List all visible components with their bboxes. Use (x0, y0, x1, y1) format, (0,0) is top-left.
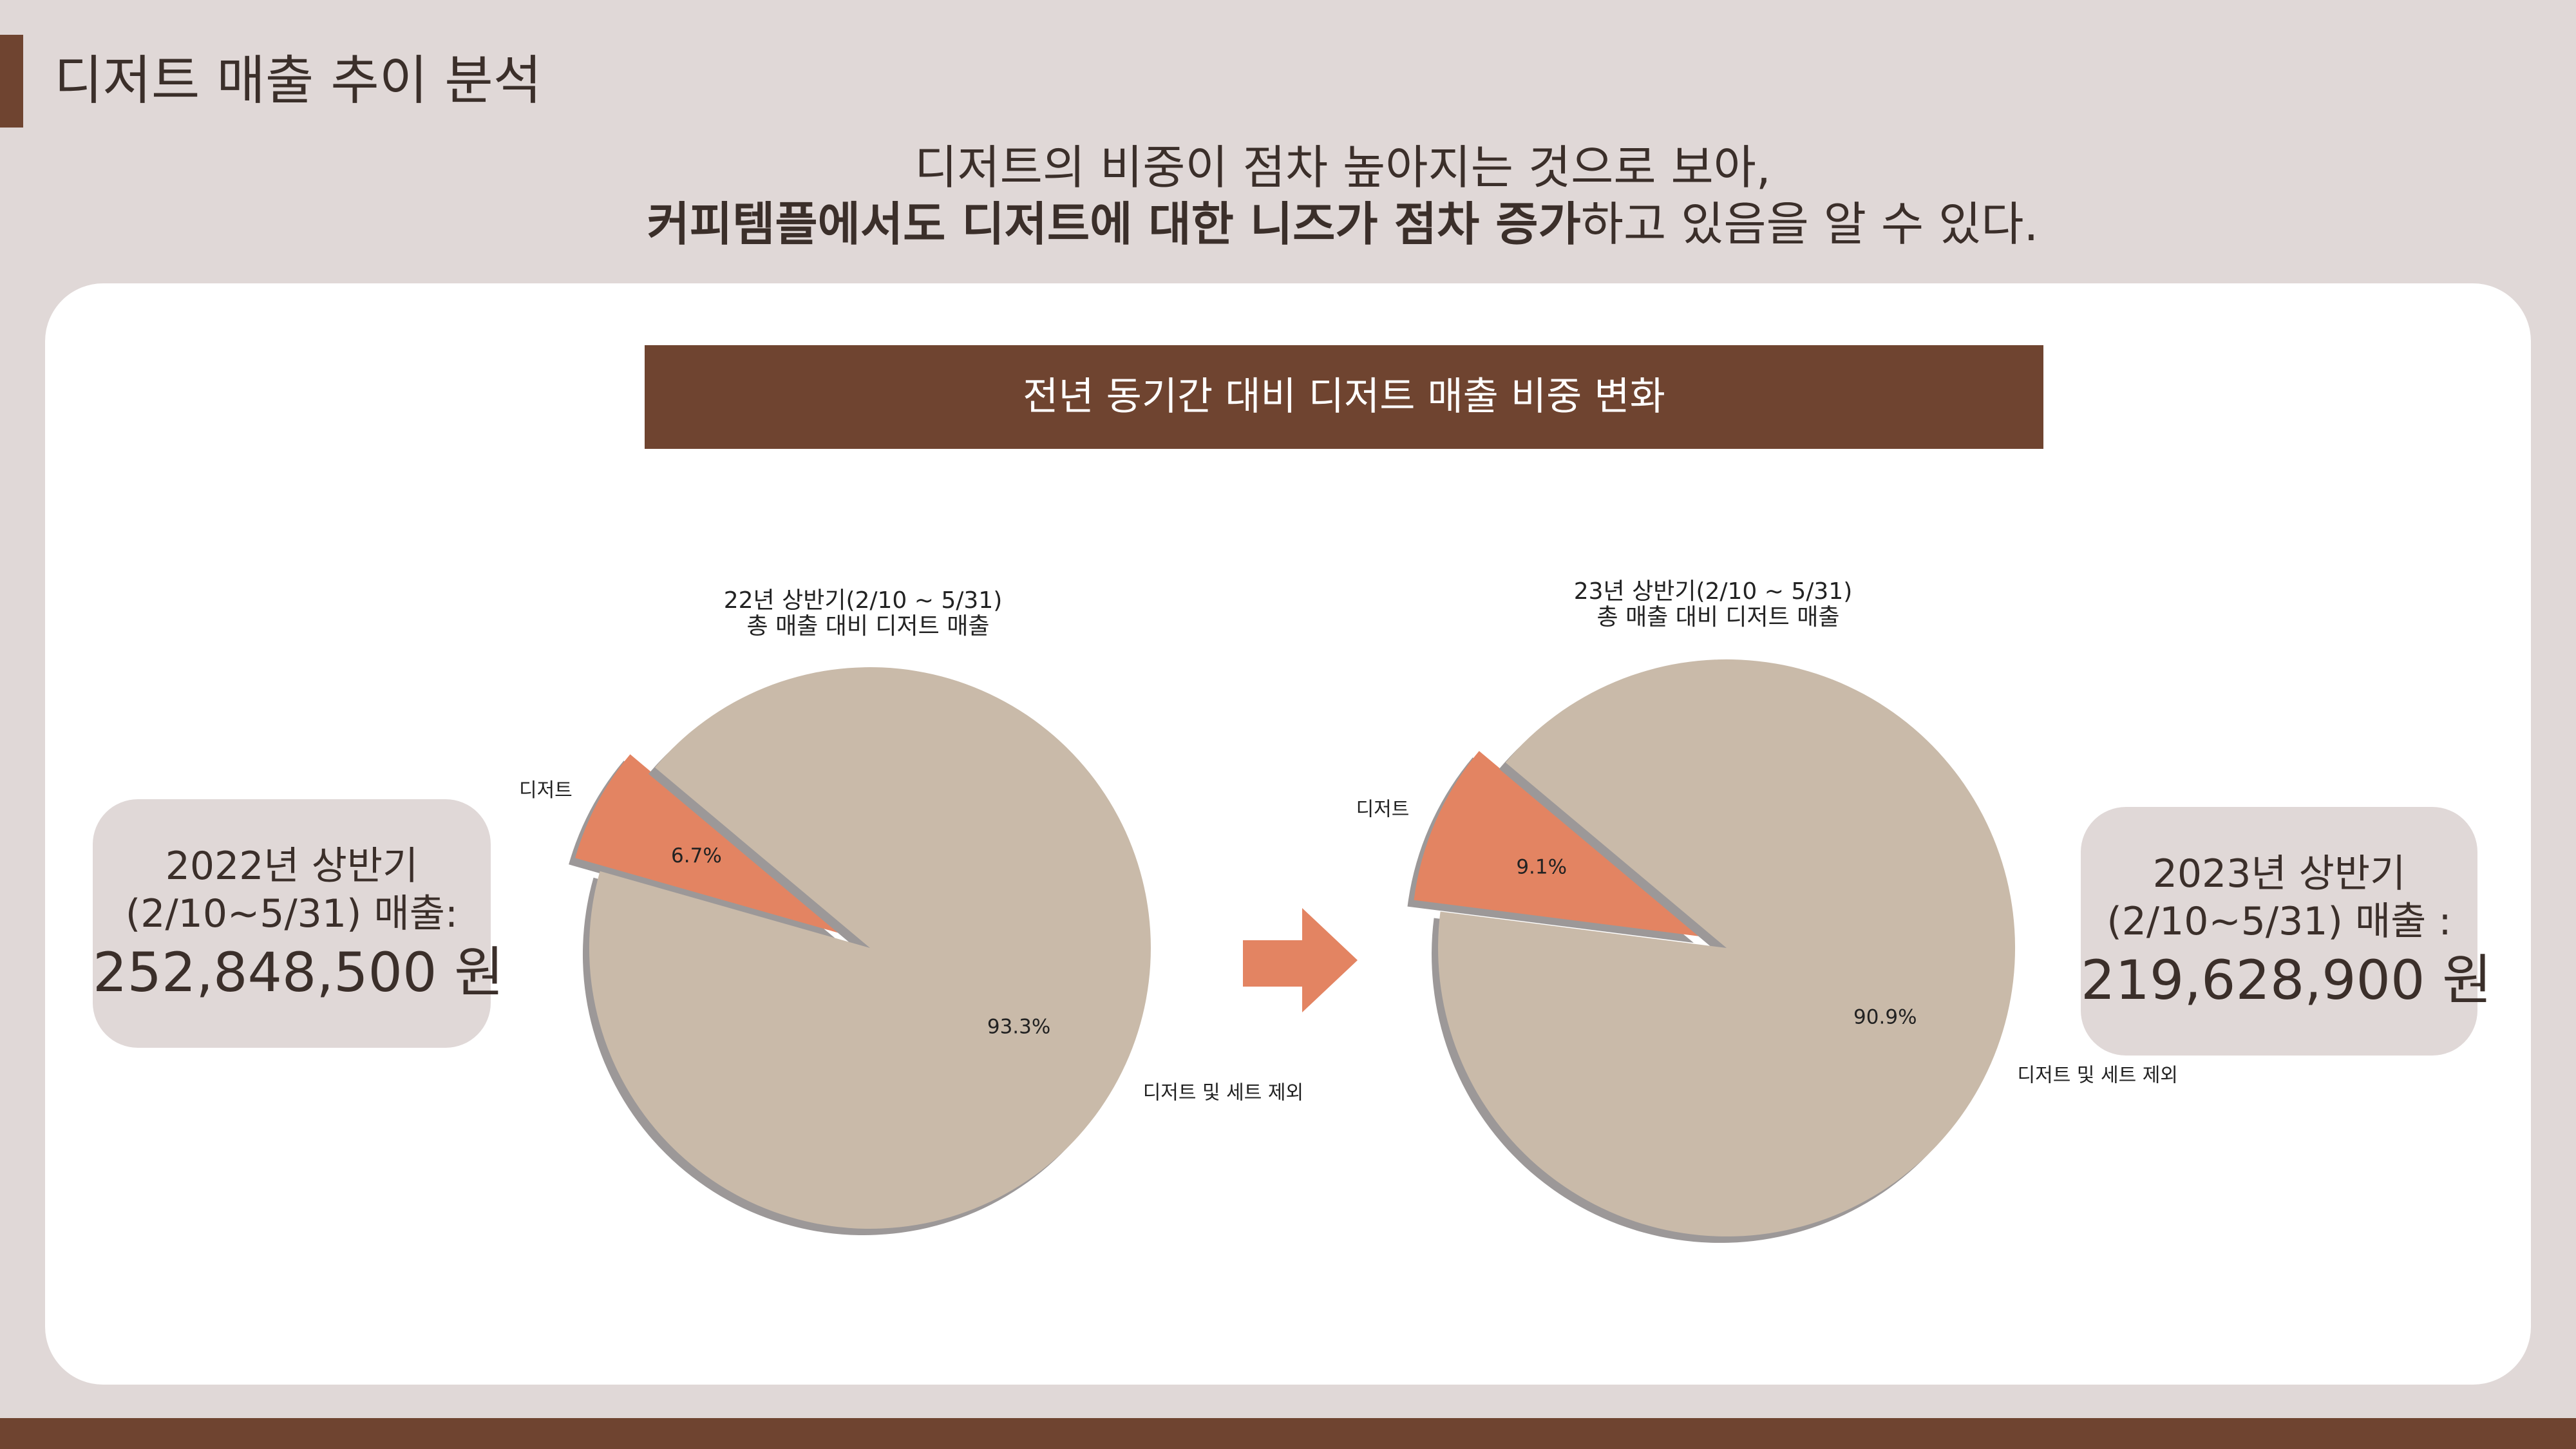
pie-slice (1414, 751, 1700, 937)
sales-period-label: 2023년 상반기 (2152, 851, 2406, 896)
pie-value-label: 90.9% (1853, 1006, 1917, 1029)
sales-amount: 252,848,500 원 (93, 941, 504, 1004)
subtitle-emphasis: 커피템플에서도 디저트에 대한 니즈가 점차 증가 (647, 197, 1581, 251)
pie-title: 22년 상반기(2/10 ~ 5/31) (724, 587, 1003, 614)
pie-value-label: 93.3% (987, 1016, 1050, 1039)
subtitle-line2: 커피템플에서도 디저트에 대한 니즈가 점차 증가하고 있음을 알 수 있다. (0, 195, 2576, 253)
sales-amount: 219,628,900 원 (2081, 949, 2492, 1012)
pie-title: 23년 상반기(2/10 ~ 5/31) (1574, 578, 1853, 605)
pie-category-label: 디저트 및 세트 제외 (2018, 1064, 2178, 1086)
sales-box-2022: 2022년 상반기 (2/10~5/31) 매출: 252,848,500 원 (93, 799, 504, 1048)
pie-slice (575, 754, 846, 935)
pie-subtitle: 총 매출 대비 디저트 매출 (747, 613, 990, 639)
pie-slice (589, 667, 1151, 1229)
sales-period-label: 2022년 상반기 (165, 844, 419, 889)
pie-slice (1438, 659, 2016, 1236)
pie-subtitle: 총 매출 대비 디저트 매출 (1597, 604, 1840, 630)
pie-category-label: 디저트 (519, 779, 573, 802)
footer-bar (0, 1418, 2576, 1449)
pie-value-label: 9.1% (1516, 855, 1567, 878)
pie-value-label: 6.7% (671, 844, 722, 867)
sales-range-label: (2/10~5/31) 매출: (125, 891, 459, 936)
sales-range-label: (2/10~5/31) 매출 : (2107, 899, 2452, 944)
pie-category-label: 디저트 및 세트 제외 (1143, 1082, 1303, 1104)
title-accent-bar (0, 35, 23, 128)
sales-box-2023: 2023년 상반기 (2/10~5/31) 매출 : 219,628,900 원 (2081, 807, 2492, 1056)
right-arrow-icon (1243, 908, 1358, 1012)
subtitle-rest: 하고 있음을 알 수 있다. (1580, 197, 2039, 251)
chart-banner: 전년 동기간 대비 디저트 매출 비중 변화 (645, 345, 2043, 449)
page-title: 디저트 매출 추이 분석 (54, 50, 542, 111)
subtitle-line1: 디저트의 비중이 점차 높아지는 것으로 보아, (914, 140, 1771, 194)
pie-category-label: 디저트 (1356, 799, 1410, 821)
